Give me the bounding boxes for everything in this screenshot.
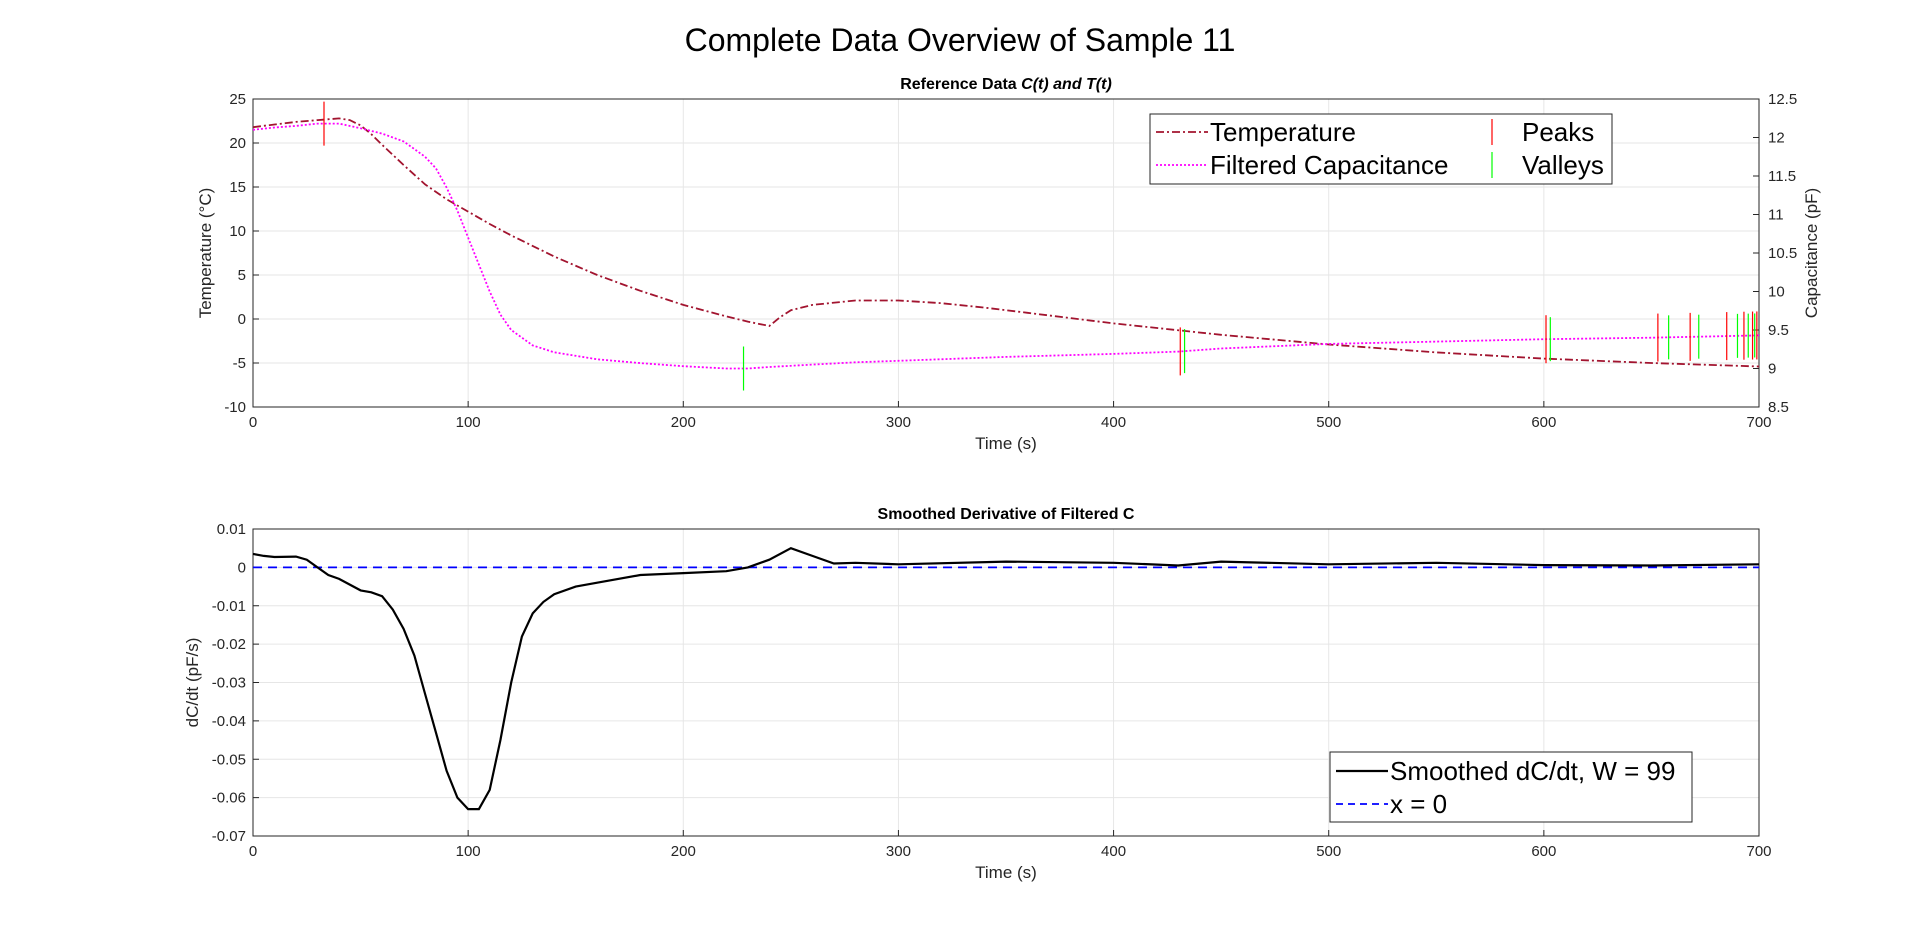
panel1-xtick-label: 700 xyxy=(1746,414,1771,431)
panel1-xtick-label: 0 xyxy=(249,414,257,431)
panel2-ytick-label: -0.03 xyxy=(212,675,246,692)
panel2-xtick-label: 700 xyxy=(1746,843,1771,860)
panel1-ytick-label: 10 xyxy=(229,223,246,240)
panel1-ytick-right-label: 11 xyxy=(1768,207,1784,224)
panel2-xtick-label: 400 xyxy=(1101,843,1126,860)
panel2-ytick-label: -0.02 xyxy=(212,636,246,653)
panel2-title: Smoothed Derivative of Filtered C xyxy=(878,506,1135,523)
panel1-title-italic: C(t) and T(t) xyxy=(1021,76,1112,93)
panel2-ylabel: dC/dt (pF/s) xyxy=(183,638,202,728)
panel1-xtick-label: 400 xyxy=(1101,414,1126,431)
panel2-ytick-label: -0.05 xyxy=(212,751,246,768)
panel1-ytick-label: 0 xyxy=(238,311,246,328)
panel1-ytick-right-label: 10.5 xyxy=(1768,245,1797,262)
legend-valleys-label: Valleys xyxy=(1522,150,1604,180)
panel1-ytick-label: 15 xyxy=(229,179,246,196)
legend-capacitance-label: Filtered Capacitance xyxy=(1210,150,1448,180)
panel2-legend: Smoothed dC/dt, W = 99x = 0 xyxy=(1329,751,1693,823)
panel1-xtick-label: 600 xyxy=(1531,414,1556,431)
panel1-ylabel-right: Capacitance (pF) xyxy=(1802,188,1821,318)
panel2-ytick-label: -0.06 xyxy=(212,790,246,807)
figure-title: Complete Data Overview of Sample 11 xyxy=(684,22,1236,58)
legend-temperature-label: Temperature xyxy=(1210,117,1356,147)
panel1-ytick-right-label: 9.5 xyxy=(1768,322,1789,339)
panel1-ytick-right-label: 8.5 xyxy=(1768,399,1789,416)
panel1-xtick-label: 500 xyxy=(1316,414,1341,431)
panel2-xlabel: Time (s) xyxy=(975,863,1037,882)
panel2-ytick-label: 0 xyxy=(238,559,246,576)
panel2-xtick-label: 300 xyxy=(886,843,911,860)
panel1-xtick-label: 300 xyxy=(886,414,911,431)
panel1-ytick-right-label: 11.5 xyxy=(1768,168,1796,185)
panel1-ytick-label: 25 xyxy=(229,91,246,108)
legend-peaks-label: Peaks xyxy=(1522,117,1594,147)
panel1-ytick-right-label: 9 xyxy=(1768,361,1776,378)
panel1-ytick-label: -10 xyxy=(224,399,246,416)
panel1-ytick-right-label: 12 xyxy=(1768,130,1785,147)
panel1-ytick-label: 5 xyxy=(238,267,246,284)
capacitance-series-line xyxy=(252,122,1760,370)
legend-derivative-label: Smoothed dC/dt, W = 99 xyxy=(1390,756,1675,786)
panel1-xlabel: Time (s) xyxy=(975,434,1037,453)
derivative-series-line xyxy=(252,547,1760,811)
panel1-ytick-label: -5 xyxy=(233,355,246,372)
panel1-title-text: Reference Data xyxy=(900,76,1021,93)
panel1-ytick-label: 20 xyxy=(229,135,246,152)
temperature-series-line xyxy=(252,117,1760,368)
panel2-legend-box xyxy=(1329,751,1693,823)
panel2-xtick-label: 0 xyxy=(249,843,257,860)
panel2-xtick-label: 500 xyxy=(1316,843,1341,860)
panel1-ylabel: Temperature (°C) xyxy=(196,188,215,319)
panel1-title: Reference Data C(t) and T(t) xyxy=(900,76,1112,93)
panel2-xtick-label: 200 xyxy=(671,843,696,860)
panel1-xtick-label: 200 xyxy=(671,414,696,431)
panel2-ytick-label: -0.04 xyxy=(212,713,246,730)
panel1-ytick-right-label: 12.5 xyxy=(1768,91,1797,108)
panel2-ytick-label: 0.01 xyxy=(217,521,246,538)
panel2-xtick-label: 600 xyxy=(1531,843,1556,860)
panel2-xtick-label: 100 xyxy=(456,843,481,860)
legend-zero-label: x = 0 xyxy=(1390,789,1447,819)
panel1-legend-box xyxy=(1149,113,1613,185)
panel1-ytick-right-label: 10 xyxy=(1768,284,1785,301)
panel1-xtick-label: 100 xyxy=(456,414,481,431)
panel2-ytick-label: -0.01 xyxy=(212,598,246,615)
panel2-ytick-label: -0.07 xyxy=(212,828,246,845)
